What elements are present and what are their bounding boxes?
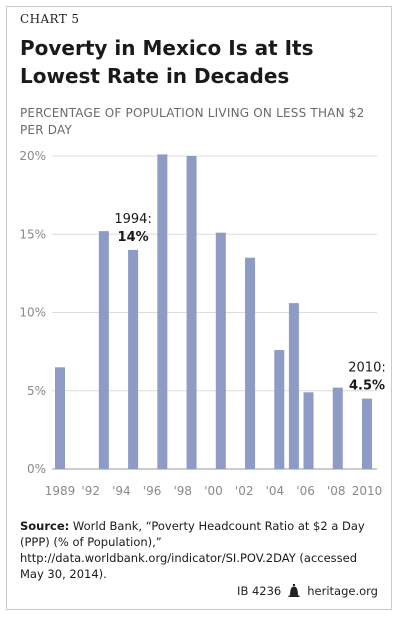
- bar-chart: 0% 5% 10% 15% 20% 1989 '92 '94 '96 '98 '00 '02 '04 '…: [19, 149, 385, 498]
- chart-frame: [6, 6, 392, 610]
- x-tick-label: '04: [266, 484, 285, 498]
- x-tick-label: '96: [143, 484, 162, 498]
- source-text: World Bank, “Poverty Headcount Ratio at …: [20, 519, 365, 581]
- x-tick-label: '08: [327, 484, 346, 498]
- x-tick-label: '00: [204, 484, 223, 498]
- y-tick-label: 5%: [27, 384, 46, 398]
- bar-1998: [186, 156, 197, 469]
- y-axis-ticks: 0% 5% 10% 15% 20%: [19, 149, 46, 476]
- bar-2004: [274, 350, 285, 469]
- y-tick-label: 0%: [27, 462, 46, 476]
- bar-2005: [288, 303, 299, 469]
- bar-2006: [303, 392, 314, 469]
- bar-1996: [157, 154, 168, 469]
- bar-2002: [245, 257, 256, 469]
- chart-title: Poverty in Mexico Is at Its Lowest Rate …: [20, 36, 314, 88]
- x-tick-label: '98: [174, 484, 193, 498]
- bar-1994: [128, 249, 139, 469]
- bar-2008: [332, 387, 343, 469]
- source-label: Source:: [20, 519, 70, 533]
- annotation-label: 1994:: [114, 212, 151, 227]
- x-tick-label: '02: [235, 484, 254, 498]
- ib-number: IB 4236: [237, 584, 282, 598]
- site-name: heritage.org: [307, 584, 378, 598]
- x-tick-label: '94: [112, 484, 131, 498]
- bar-2010: [362, 398, 372, 469]
- x-tick-label: '06: [296, 484, 315, 498]
- bar-1989: [55, 367, 65, 469]
- x-tick-label: 1989: [45, 484, 76, 498]
- annotation-value: 14%: [118, 230, 149, 245]
- chart-subtitle: PERCENTAGE OF POPULATION LIVING ON LESS …: [20, 106, 365, 137]
- annotations: 1994: 14% 2010: 4.5%: [114, 212, 385, 394]
- y-tick-label: 10%: [19, 306, 46, 320]
- footer: IB 4236 heritage.org: [237, 584, 378, 598]
- source-note: Source: World Bank, “Poverty Headcount R…: [20, 518, 380, 582]
- liberty-bell-icon: [288, 584, 300, 597]
- x-tick-label: 2010: [352, 484, 383, 498]
- bar-2000: [215, 232, 226, 469]
- bars: [55, 154, 372, 469]
- x-axis-ticks: 1989 '92 '94 '96 '98 '00 '02 '04 '06 '08 2010: [45, 484, 383, 498]
- y-tick-label: 15%: [19, 227, 46, 241]
- chart-kicker: CHART 5: [20, 12, 80, 26]
- y-tick-label: 20%: [19, 149, 46, 163]
- bar-1992: [98, 231, 109, 469]
- annotation-label: 2010:: [348, 361, 385, 376]
- x-tick-label: '92: [81, 484, 100, 498]
- annotation-value: 4.5%: [349, 379, 385, 394]
